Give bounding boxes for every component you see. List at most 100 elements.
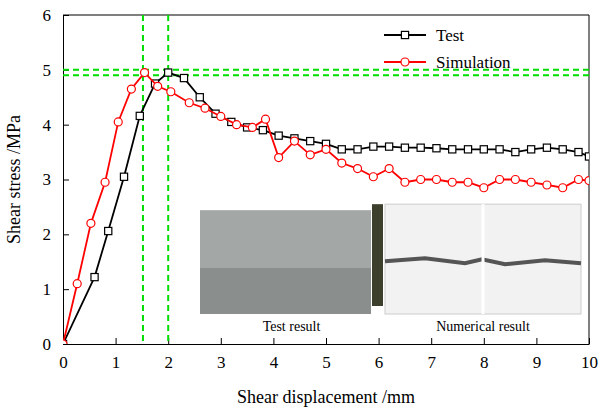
series-marker [306,151,314,159]
inset-label: Numerical result [436,319,530,334]
x-tick-mark [379,338,380,344]
test-photo-strip [372,204,383,306]
series-marker [248,123,256,131]
series-marker [101,178,109,186]
series-marker [575,148,582,155]
x-tick: 8 [480,338,489,372]
series-marker [585,177,589,185]
series-marker [464,146,471,153]
x-tick-mark [484,338,485,344]
y-tick-mark [63,344,69,345]
x-tick-label: 7 [427,353,436,372]
series-marker [275,154,283,162]
series-marker [141,69,149,77]
frame-top [63,15,589,16]
series-marker [574,176,582,184]
series-marker [417,144,424,151]
series-marker [307,138,314,145]
y-tick-label: 4 [43,116,52,135]
inset-background [200,204,581,340]
legend-entry: Test [384,26,464,45]
series-marker [543,181,551,189]
x-tick: 3 [217,338,226,372]
series-marker [370,143,377,150]
series-marker [496,176,504,184]
series-marker [354,146,361,153]
y-tick-label: 5 [43,61,52,80]
series-marker [401,144,408,151]
test-photo-top [200,210,371,267]
x-tick: 5 [322,338,331,372]
series-marker [559,146,566,153]
series-marker [401,178,409,186]
x-tick-label: 5 [322,353,331,372]
y-tick-label: 0 [43,335,52,354]
legend: Test Simulation [384,26,511,72]
series-marker [73,280,81,288]
x-axis-title: Shear displacement /mm [237,387,415,407]
numerical-divider [482,204,485,314]
series-marker [417,176,425,184]
series-marker [322,145,330,153]
x-tick-mark [116,338,117,344]
series-marker [154,82,162,90]
x-tick: 4 [270,338,279,372]
y-tick-mark [63,180,69,181]
y-tick-label: 1 [43,280,52,299]
series-marker [63,340,67,344]
x-tick-label: 10 [581,353,598,372]
y-tick: 1 [43,280,70,299]
chart: Test resultNumerical result0123456789100… [0,0,601,415]
x-tick-label: 0 [59,353,68,372]
x-axis: 0 1 2 3 4 5 6 7 8 9 10 [59,338,598,372]
series-marker [543,144,550,151]
y-axis: 0123456 [43,6,70,354]
numerical-image [385,204,581,314]
series-marker [196,94,203,101]
x-tick: 0 [59,338,68,372]
series-marker [354,165,362,173]
x-axis-line [64,344,590,345]
series-marker [136,112,143,119]
x-tick-label: 3 [217,353,226,372]
series-marker [464,178,472,186]
series-marker [559,184,567,192]
series-marker [528,146,535,153]
series-marker [114,118,122,126]
series-marker [63,340,67,344]
series-marker [449,146,456,153]
y-tick-mark [63,234,69,235]
inset-label: Test result [263,319,321,334]
series-marker [338,159,346,167]
series-marker [87,219,95,227]
inset: Test result Numerical result [200,204,581,340]
legend-entry: Simulation [384,53,511,72]
series-marker [448,178,456,186]
x-tick: 9 [533,338,542,372]
series-marker [338,146,345,153]
series-marker [262,115,270,123]
series-marker [259,127,266,134]
legend-label: Test [436,26,464,45]
series-marker [527,178,535,186]
x-tick: 1 [112,338,121,372]
x-tick-label: 4 [270,353,279,372]
x-tick-mark [431,338,432,344]
x-tick: 2 [164,338,173,372]
series-marker [386,143,393,150]
series-marker [290,137,298,145]
series-marker [512,148,519,155]
plot: Test resultNumerical result0123456789100… [43,6,599,372]
test-photo-bottom [200,267,371,314]
series-marker [432,176,440,184]
y-tick: 4 [43,116,70,135]
y-tick-label: 6 [43,6,52,25]
y-tick: 2 [43,225,70,244]
x-tick: 6 [375,338,384,372]
series-marker [511,176,519,184]
series-marker [385,165,393,173]
series-line [63,73,589,344]
series-marker [185,99,193,107]
legend-marker [401,31,408,38]
series-marker [201,104,209,112]
